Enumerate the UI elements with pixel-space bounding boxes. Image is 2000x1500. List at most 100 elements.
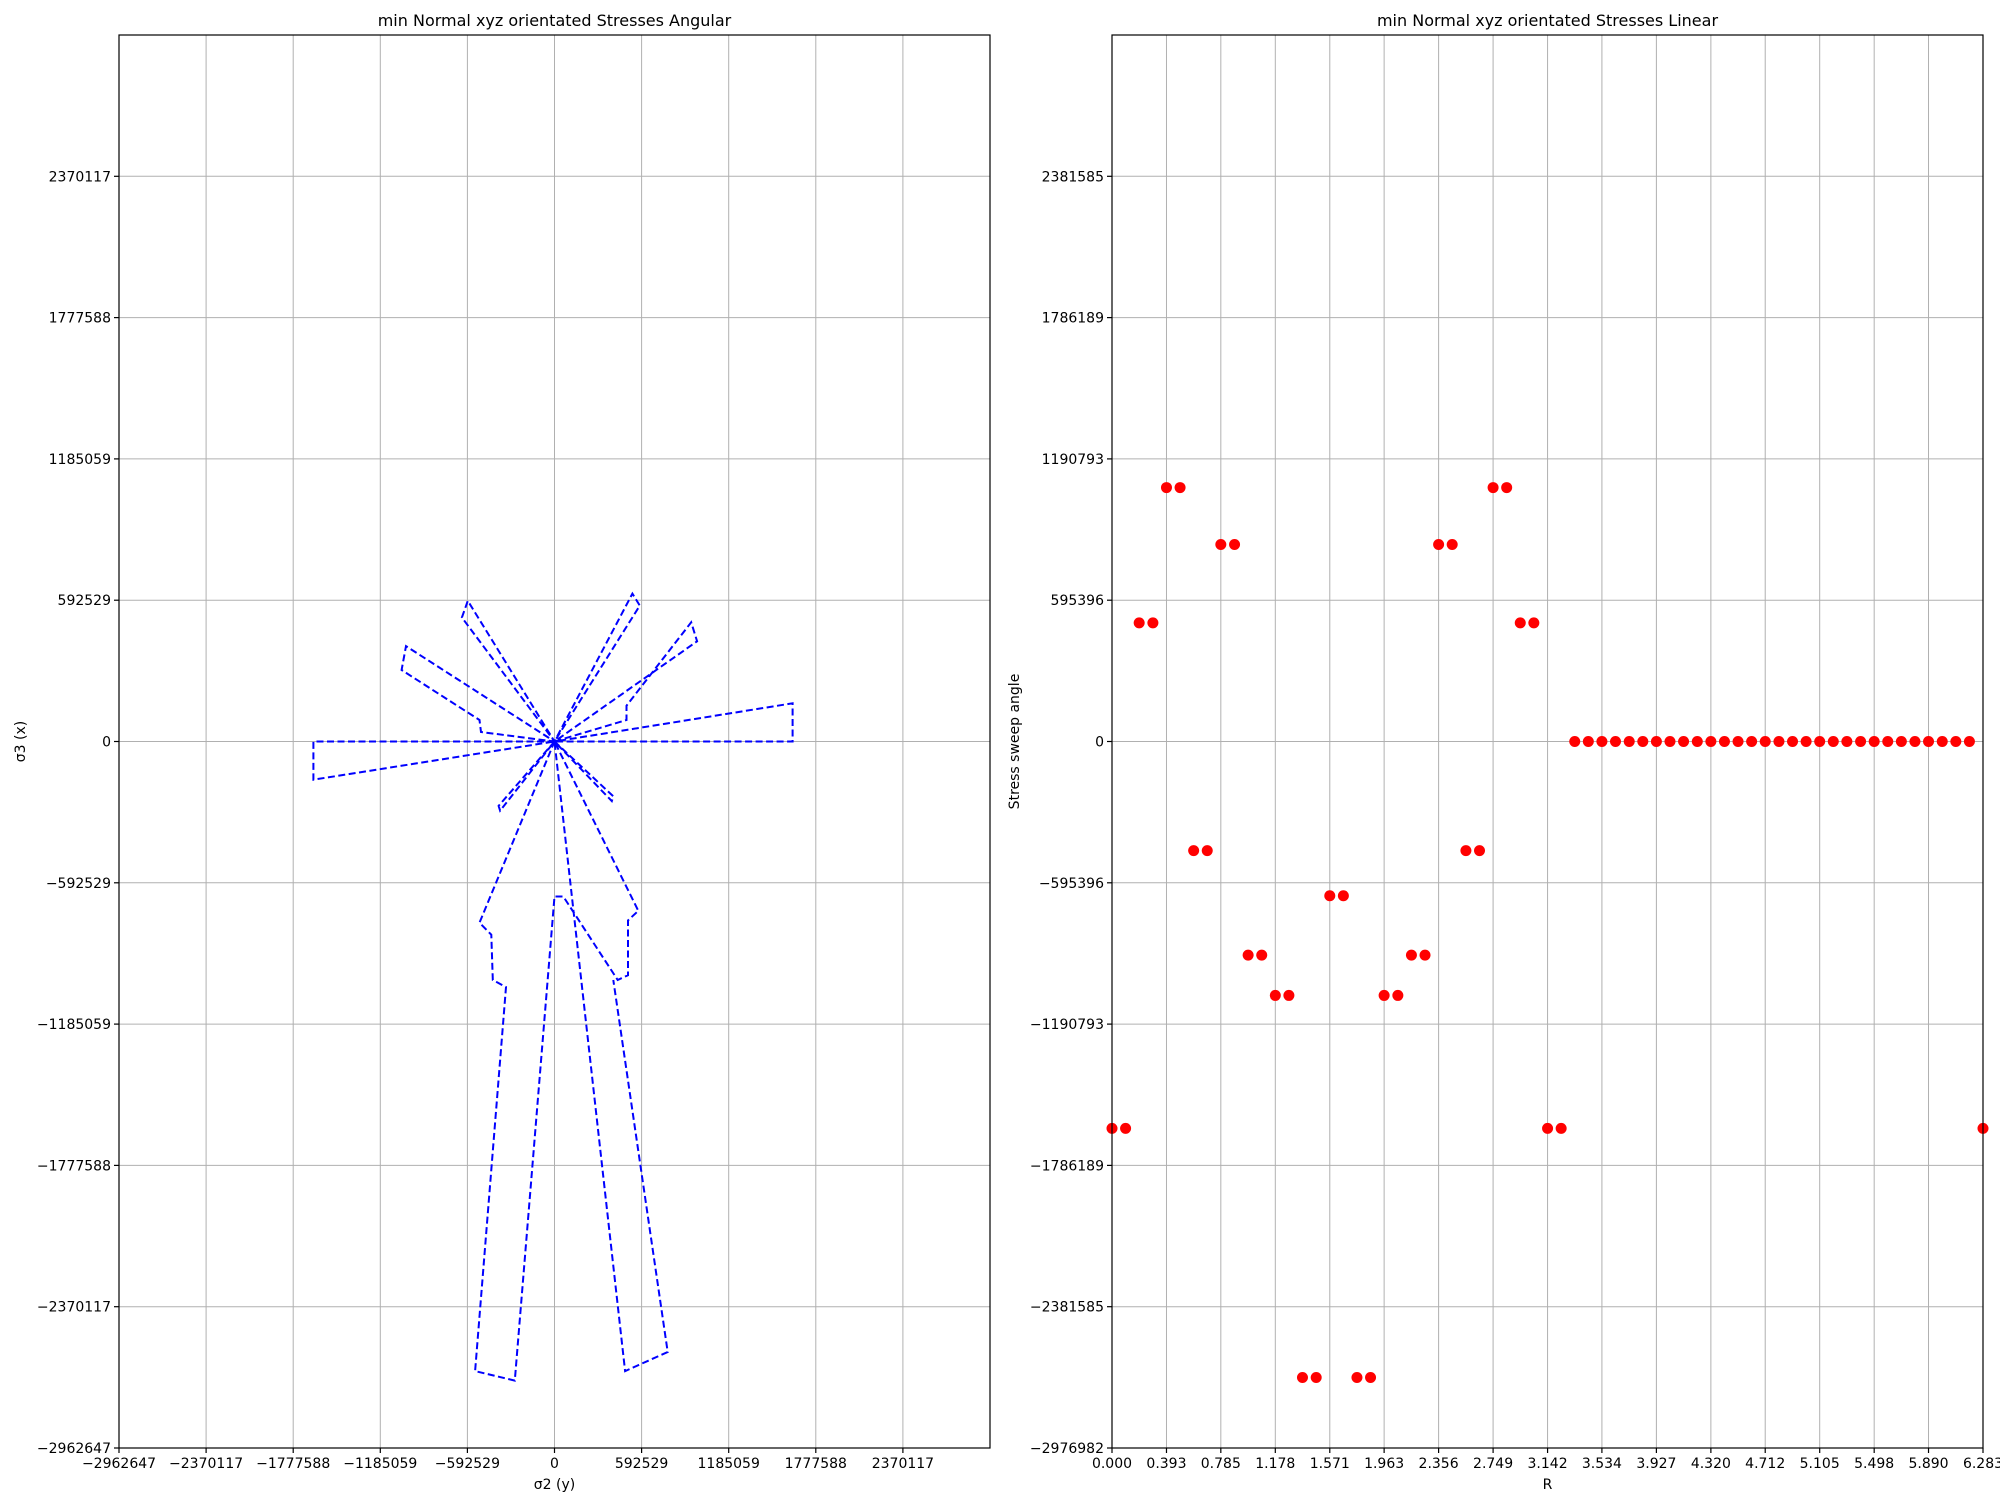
y-tick-label: −2976982 (1030, 1441, 1104, 1457)
data-point (1759, 736, 1771, 747)
data-point (1841, 736, 1853, 747)
data-point (1746, 736, 1758, 747)
data-point (1732, 736, 1744, 747)
data-point (1460, 845, 1472, 857)
data-point (1718, 736, 1730, 747)
y-tick-label: −1185059 (37, 1017, 111, 1033)
data-point (1691, 736, 1703, 747)
data-point (1188, 845, 1200, 857)
data-point (1283, 989, 1295, 1001)
data-point (1147, 617, 1159, 629)
y-tick-label: 2381585 (1042, 169, 1104, 185)
data-point (1569, 736, 1581, 747)
x-tick-label: 3.534 (1582, 1456, 1622, 1472)
data-point (1296, 1372, 1308, 1384)
linear-stress-chart: 0.000 0.393 0.785 1.178 1.571 1.963 2.356 2.749… (1007, 11, 2000, 1493)
y-tick-label: −1190793 (1030, 1017, 1104, 1033)
y-tick-label: −592529 (46, 876, 111, 892)
y-tick-label: 2370117 (49, 169, 111, 185)
x-tick-label: 1.963 (1364, 1456, 1404, 1472)
data-point (1215, 539, 1227, 551)
data-point (1378, 989, 1390, 1001)
data-point (1895, 736, 1907, 747)
y-tick-label: 0 (102, 735, 111, 751)
data-point (1963, 736, 1975, 747)
data-point (1609, 736, 1621, 747)
data-point (1433, 539, 1445, 551)
data-point (1133, 617, 1145, 629)
angular-stress-chart: −2962647 −2370117 −1777588 −1185059 −592529 0… (13, 11, 991, 1493)
data-point (1705, 736, 1717, 747)
x-tick-label: 6.283 (1963, 1456, 2000, 1472)
data-point (1528, 617, 1540, 629)
data-point (1242, 949, 1254, 961)
y-axis-label: σ3 (x) (13, 721, 29, 762)
x-tick-label: −1185059 (343, 1456, 417, 1472)
data-point (1664, 736, 1676, 747)
x-tick-label: 1777588 (785, 1456, 847, 1472)
data-point (1950, 736, 1962, 747)
data-point (1337, 890, 1349, 902)
y-tick-label: 595396 (1051, 593, 1105, 609)
x-tick-label: 5.890 (1908, 1456, 1948, 1472)
data-point (1555, 1122, 1567, 1134)
x-tick-label: 1.178 (1255, 1456, 1295, 1472)
y-tick-label: −595396 (1039, 876, 1104, 892)
x-tick-label: 0.785 (1201, 1456, 1241, 1472)
data-point (1596, 736, 1608, 747)
data-point (1787, 736, 1799, 747)
x-tick-label: 1.571 (1310, 1456, 1350, 1472)
x-tick-label: 0.000 (1092, 1456, 1132, 1472)
x-tick-label: 2.749 (1473, 1456, 1513, 1472)
y-tick-label: −2381585 (1030, 1300, 1104, 1316)
series-group (1106, 482, 1989, 1384)
data-point (1923, 736, 1935, 747)
y-tick-label: 1786189 (1042, 311, 1104, 327)
data-point (1269, 989, 1281, 1001)
data-point (1446, 539, 1458, 551)
data-point (1256, 949, 1268, 961)
data-point (1623, 736, 1635, 747)
x-tick-label: 592529 (615, 1456, 668, 1472)
y-tick-label: −2962647 (37, 1441, 111, 1457)
data-point (1174, 482, 1186, 494)
data-point (1310, 1372, 1322, 1384)
x-tick-label: 0.393 (1146, 1456, 1186, 1472)
chart-title: min Normal xyz orientated Stresses Angul… (378, 11, 732, 30)
x-axis-label: σ2 (y) (534, 1477, 575, 1493)
x-tick-label: 4.712 (1745, 1456, 1785, 1472)
data-point (1419, 949, 1431, 961)
data-point (1827, 736, 1839, 747)
data-point (1324, 890, 1336, 902)
data-point (1773, 736, 1785, 747)
x-tick-label: −2370117 (169, 1456, 243, 1472)
x-tick-label: 5.105 (1800, 1456, 1840, 1472)
data-point (1405, 949, 1417, 961)
data-point (1868, 736, 1880, 747)
data-point (1936, 736, 1948, 747)
x-tick-label: 3.927 (1636, 1456, 1676, 1472)
y-tick-label: 592529 (58, 593, 111, 609)
series-line (312, 591, 794, 1382)
data-point (1814, 736, 1826, 747)
y-tick-label: 1777588 (49, 311, 111, 327)
data-point (1120, 1122, 1132, 1134)
x-tick-label: 2370117 (872, 1456, 934, 1472)
x-tick-label: 2.356 (1419, 1456, 1459, 1472)
y-tick-label: −1777588 (37, 1158, 111, 1174)
x-axis-ticks: 0.000 0.393 0.785 1.178 1.571 1.963 2.356 2.749… (1092, 1448, 2000, 1472)
x-tick-label: −592529 (435, 1456, 500, 1472)
x-tick-label: 5.498 (1854, 1456, 1894, 1472)
x-tick-label: 4.320 (1691, 1456, 1731, 1472)
data-point (1650, 736, 1662, 747)
data-point (1855, 736, 1867, 747)
data-point (1201, 845, 1213, 857)
y-tick-label: 1190793 (1042, 452, 1104, 468)
data-point (1229, 539, 1241, 551)
y-axis-ticks: −2962647 −2370117 −1777588 −1185059 −592529 0… (37, 169, 119, 1457)
data-point (1501, 482, 1513, 494)
x-tick-label: 1185059 (698, 1456, 760, 1472)
data-point (1882, 736, 1894, 747)
y-tick-label: −2370117 (37, 1300, 111, 1316)
